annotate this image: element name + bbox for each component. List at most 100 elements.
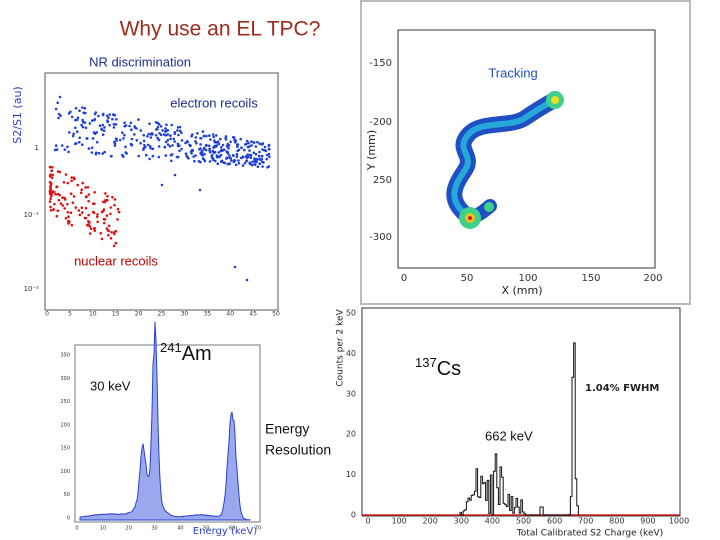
point: [71, 201, 75, 204]
resolution-label: Resolution: [265, 442, 331, 458]
x-tick-label: 0: [75, 526, 78, 532]
point: [121, 131, 124, 134]
point: [249, 156, 253, 160]
point: [48, 165, 52, 169]
element: Am: [182, 343, 212, 365]
resolution-label: Energy: [265, 421, 309, 437]
point: [105, 214, 109, 217]
nr-label: nuclear recoils: [74, 253, 158, 268]
point: [177, 133, 180, 137]
point: [146, 135, 149, 138]
point: [89, 227, 93, 230]
point: [245, 159, 248, 163]
point: [247, 141, 250, 145]
point: [250, 144, 253, 147]
point: [66, 145, 69, 149]
point: [208, 151, 212, 154]
point: [219, 137, 222, 141]
point: [267, 143, 271, 147]
point: [230, 159, 233, 162]
y-tick-label: 50: [64, 492, 70, 498]
x-tick-label: 900: [640, 517, 655, 526]
point: [84, 186, 87, 189]
point: [186, 156, 190, 159]
point: [101, 133, 105, 136]
point: [169, 134, 172, 137]
point: [102, 112, 105, 116]
fwhm-label: 1.04% FWHM: [585, 383, 659, 394]
point: [239, 156, 243, 160]
point: [243, 148, 246, 152]
point: [234, 163, 238, 167]
point: [111, 195, 114, 199]
point: [72, 195, 76, 198]
point: [148, 157, 151, 161]
point: [93, 118, 96, 122]
point: [80, 188, 83, 191]
y-tick-label: 200: [60, 422, 70, 428]
point: [50, 191, 54, 195]
point: [115, 118, 118, 121]
point: [217, 151, 221, 154]
isotope-label: 241Am: [160, 340, 212, 365]
point: [118, 138, 122, 142]
x-tick-label: 60: [229, 526, 235, 532]
point: [219, 149, 223, 153]
point: [122, 155, 125, 158]
point: [148, 122, 151, 125]
point: [80, 206, 84, 209]
point: [52, 208, 55, 211]
point: [67, 222, 70, 225]
point: [236, 149, 239, 153]
point: [235, 155, 239, 158]
point: [255, 158, 259, 161]
x-tick-label: 800: [609, 517, 624, 526]
point: [123, 124, 126, 128]
point: [84, 206, 88, 210]
point: [176, 129, 179, 132]
x-tick-label: 150: [581, 273, 600, 284]
point: [188, 143, 191, 147]
point: [107, 233, 110, 237]
point: [97, 114, 100, 118]
point: [103, 150, 106, 154]
point: [212, 135, 215, 139]
point: [164, 140, 168, 144]
point: [250, 140, 253, 143]
point: [49, 183, 53, 187]
point: [164, 154, 168, 157]
point: [72, 132, 75, 136]
point: [101, 152, 104, 155]
point: [95, 140, 99, 144]
point: [198, 188, 202, 192]
point: [164, 130, 167, 133]
point: [116, 207, 120, 211]
x-tick-label: 50: [461, 273, 474, 284]
point: [169, 153, 173, 157]
point: [209, 138, 212, 141]
point: [191, 149, 194, 152]
point: [105, 227, 109, 230]
point: [176, 142, 180, 146]
x-tick-label: 30: [151, 526, 157, 532]
point: [228, 154, 231, 157]
point: [109, 154, 113, 158]
y-axis-label: Y (mm): [365, 130, 378, 171]
point: [102, 129, 106, 133]
point: [75, 142, 78, 145]
point: [117, 210, 121, 214]
x-tick-label: 20: [135, 311, 143, 318]
point: [76, 116, 80, 120]
point: [214, 159, 217, 163]
point: [199, 160, 202, 164]
point: [70, 115, 74, 119]
x-tick-label: 100: [391, 517, 406, 526]
point: [90, 119, 94, 122]
blob: [468, 216, 472, 220]
point: [123, 121, 126, 125]
point: [130, 128, 133, 131]
point: [79, 191, 83, 194]
plot-frame: [361, 307, 681, 517]
point: [216, 162, 220, 165]
point: [80, 123, 83, 127]
